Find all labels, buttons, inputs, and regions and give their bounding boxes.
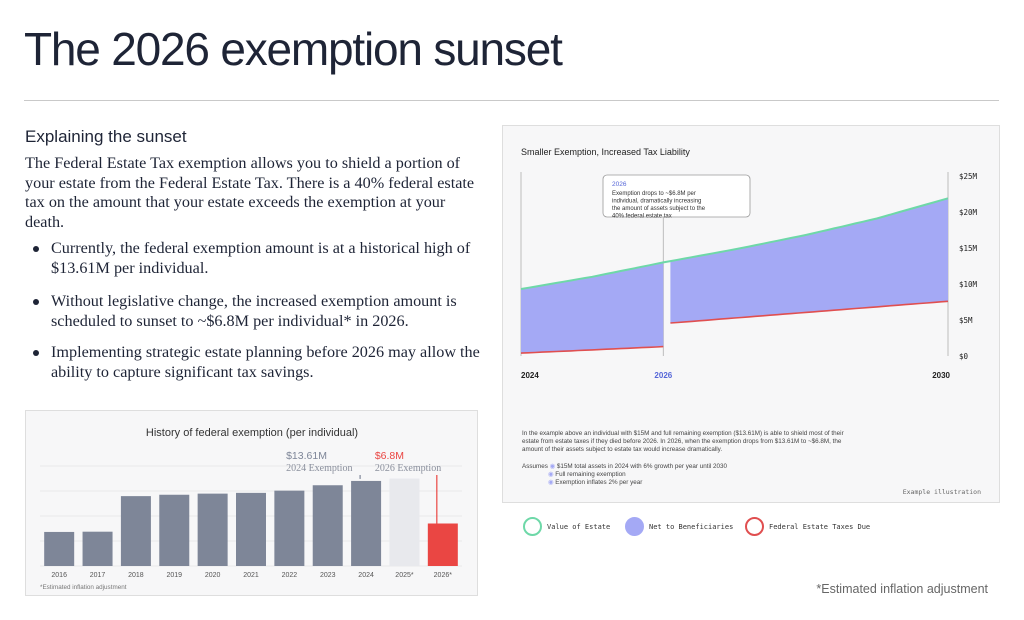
legend-swatch xyxy=(745,517,764,536)
bar-2026-est xyxy=(427,523,458,566)
page-title: The 2026 exemption sunset xyxy=(24,23,563,75)
legend-net-to-beneficiaries: Net to Beneficiaries xyxy=(625,517,733,536)
assumption-bullet: ◉ xyxy=(549,463,556,470)
chart-footnote: *Estimated inflation adjustment xyxy=(40,584,127,591)
assumptions-label: Assumes xyxy=(522,463,548,470)
callout-year: 2026 xyxy=(612,181,627,188)
annotation-label: 2026 Exemption xyxy=(375,463,441,474)
net-to-beneficiaries-area-pre xyxy=(521,262,664,354)
annotation-label: 2024 Exemption xyxy=(286,463,352,474)
x-tick-label: 2019 xyxy=(166,572,182,579)
legend-swatch xyxy=(523,517,542,536)
legend-swatch xyxy=(625,517,644,536)
assumption-item: Exemption inflates 2% per year xyxy=(555,479,643,487)
federal-tax-line-post xyxy=(670,300,949,324)
x-tick-label: 2030 xyxy=(932,371,950,380)
page-footnote: *Estimated inflation adjustment xyxy=(816,582,988,596)
bar-2023 xyxy=(312,485,343,566)
x-tick-label: 2017 xyxy=(90,572,106,579)
annotation-value: $13.61M xyxy=(286,450,327,462)
y-tick-label: $0 xyxy=(959,352,969,361)
bar-2017 xyxy=(82,531,113,566)
bullet-dot xyxy=(33,246,39,252)
key-points-list: Currently, the federal exemption amount … xyxy=(25,239,487,397)
bullet-text: Implementing strategic estate planning b… xyxy=(51,343,480,381)
x-tick-label: 2026 xyxy=(654,371,672,380)
assumption-bullet: ◉ xyxy=(548,479,554,487)
y-tick-label: $15M xyxy=(959,244,978,253)
bullet-text: Without legislative change, the increase… xyxy=(51,292,457,330)
bar-2025-est xyxy=(389,478,420,566)
federal-tax-line-pre xyxy=(520,345,664,354)
bullet-item: Currently, the federal exemption amount … xyxy=(25,239,487,278)
legend-value-of-estate: Value of Estate xyxy=(523,517,610,536)
x-tick-label: 2022 xyxy=(282,572,298,579)
legend-federal-estate-taxes: Federal Estate Taxes Due xyxy=(745,517,870,536)
bullet-item: Without legislative change, the increase… xyxy=(25,292,487,331)
section-heading: Explaining the sunset xyxy=(25,127,187,146)
bar-2020 xyxy=(197,493,228,566)
y-tick-label: $25M xyxy=(959,172,978,181)
x-tick-label: 2024 xyxy=(358,572,374,579)
bar-2018 xyxy=(120,496,151,566)
tax-liability-chart: Smaller Exemption, Increased Tax Liabili… xyxy=(520,147,978,380)
x-tick-label: 2025* xyxy=(395,572,414,579)
x-tick-label: 2021 xyxy=(243,572,259,579)
sunset-callout: 2026 Exemption drops to ~$6.8M per indivi… xyxy=(602,174,751,220)
assumptions-block: Assumes ◉ $15M total assets in 2024 with… xyxy=(522,463,727,488)
bullet-text: Currently, the federal exemption amount … xyxy=(51,239,471,277)
bar-2024 xyxy=(351,480,382,566)
bullet-dot xyxy=(33,350,39,357)
assumption-item: $15M total assets in 2024 with 6% growth… xyxy=(556,463,728,470)
callout-text: Exemption drops to ~$6.8M per individual,… xyxy=(612,191,706,220)
x-tick-label: 2026* xyxy=(434,572,453,579)
legend-label: Net to Beneficiaries xyxy=(649,522,734,531)
assumption-bullet: ◉ xyxy=(548,471,554,479)
chart-description: In the example above an individual with … xyxy=(522,430,844,454)
bar-2021 xyxy=(236,492,266,566)
x-tick-label: 2020 xyxy=(205,572,221,579)
bar-2022 xyxy=(274,490,305,566)
bar-2019 xyxy=(159,494,190,566)
y-tick-label: $5M xyxy=(959,316,973,325)
exemption-history-chart-card: History of federal exemption (per indivi… xyxy=(25,410,478,596)
legend-label: Value of Estate xyxy=(547,522,611,531)
title-divider xyxy=(24,100,999,101)
exemption-history-chart: History of federal exemption (per indivi… xyxy=(40,427,462,591)
x-tick-label: 2016 xyxy=(51,572,67,579)
net-to-beneficiaries-area-post xyxy=(670,198,948,323)
callout-box xyxy=(602,174,751,218)
tax-liability-chart-card: Smaller Exemption, Increased Tax Liabili… xyxy=(502,125,1000,536)
y-tick-label: $20M xyxy=(959,208,978,217)
x-tick-label: 2018 xyxy=(128,572,144,579)
bullet-dot xyxy=(33,299,39,306)
bullet-item: Implementing strategic estate planning b… xyxy=(25,343,487,382)
annotation-value: $6.8M xyxy=(375,450,404,462)
bar-2016 xyxy=(44,531,75,566)
x-tick-label: 2023 xyxy=(320,572,336,579)
intro-paragraph: The Federal Estate Tax exemption allows … xyxy=(25,154,475,231)
legend-label: Federal Estate Taxes Due xyxy=(769,522,871,531)
chart-title: Smaller Exemption, Increased Tax Liabili… xyxy=(521,147,690,157)
value-of-estate-line xyxy=(520,197,949,290)
chart-title: History of federal exemption (per indivi… xyxy=(146,427,358,439)
x-tick-label: 2024 xyxy=(521,371,539,380)
example-illustration-label: Example illustration xyxy=(902,488,981,496)
assumption-item: Full remaining exemption xyxy=(555,471,626,479)
y-tick-label: $10M xyxy=(959,280,978,289)
